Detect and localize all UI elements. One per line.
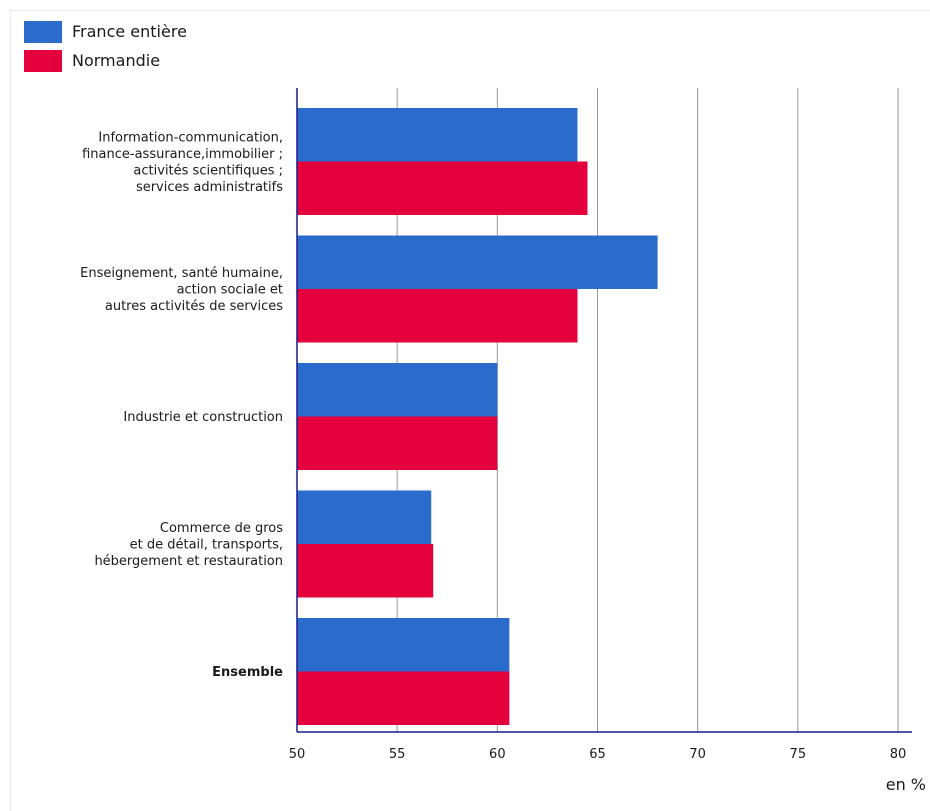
bar-france bbox=[297, 108, 578, 162]
category-label-line: services administratifs bbox=[136, 180, 283, 195]
bar-normandie bbox=[297, 289, 578, 343]
bar-normandie bbox=[297, 161, 588, 215]
x-tick-label: 60 bbox=[489, 747, 506, 762]
category-label: Industrie et construction bbox=[123, 410, 283, 425]
category-label: Information-communication, finance-assura… bbox=[82, 130, 283, 195]
bar-france bbox=[297, 363, 498, 417]
x-tick-label: 70 bbox=[689, 747, 706, 762]
category-label-line: finance-assurance,immobilier ; bbox=[82, 147, 283, 162]
legend-swatch-normandie bbox=[24, 50, 62, 72]
bar-normandie bbox=[297, 544, 434, 598]
category-label: Ensemble bbox=[212, 665, 283, 680]
category-label-line: Information-communication, bbox=[98, 130, 283, 145]
bar-france bbox=[297, 490, 432, 544]
x-axis-unit-label: en % bbox=[886, 775, 926, 794]
x-tick-label: 55 bbox=[389, 747, 406, 762]
category-label-line: Industrie et construction bbox=[123, 410, 283, 425]
x-tick-label: 50 bbox=[289, 747, 306, 762]
category-label: Commerce de gros et de détail, transports… bbox=[94, 521, 283, 569]
bar-france bbox=[297, 235, 658, 289]
category-label-line: activités scientifiques ; bbox=[133, 163, 283, 178]
category-label-line: Ensemble bbox=[212, 665, 283, 680]
category-label-line: hébergement et restauration bbox=[94, 554, 283, 569]
x-tick-label: 75 bbox=[790, 747, 807, 762]
bar-normandie bbox=[297, 416, 498, 470]
bar-normandie bbox=[297, 671, 510, 725]
chart-frame bbox=[10, 10, 930, 811]
legend-label-france: France entière bbox=[72, 22, 187, 41]
category-label-line: action sociale et bbox=[177, 283, 283, 298]
category-label-line: et de détail, transports, bbox=[130, 538, 283, 553]
x-tick-label: 80 bbox=[890, 747, 907, 762]
bar-france bbox=[297, 618, 510, 672]
legend-label-normandie: Normandie bbox=[72, 51, 161, 70]
category-label-line: autres activités de services bbox=[105, 299, 283, 314]
legend-swatch-france bbox=[24, 21, 62, 43]
category-label-line: Commerce de gros bbox=[160, 521, 283, 536]
bar-chart: 50 55 60 65 70 75 80 en % Information-communicat… bbox=[80, 88, 926, 794]
x-tick-label: 65 bbox=[589, 747, 606, 762]
category-label-line: Enseignement, santé humaine, bbox=[80, 266, 283, 281]
category-label: Enseignement, santé humaine, action socia… bbox=[80, 266, 283, 314]
